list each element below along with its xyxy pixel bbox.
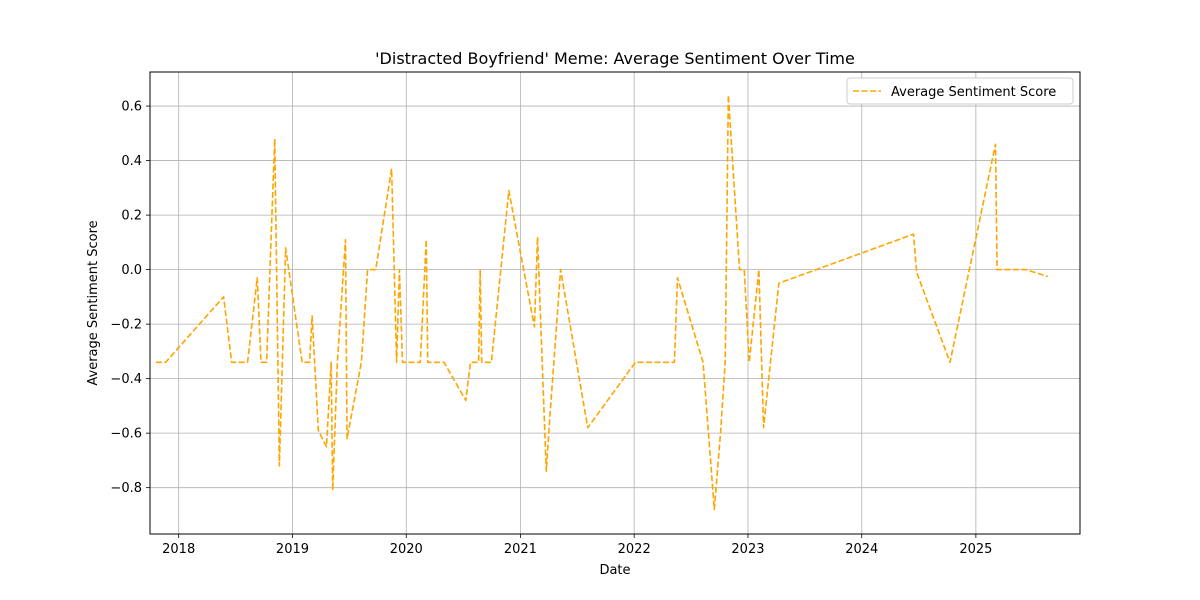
x-tick-label: 2022	[618, 542, 651, 557]
plot-frame	[149, 71, 1081, 535]
x-tick-label: 2018	[162, 542, 195, 557]
y-tick-label: 0.4	[121, 154, 142, 169]
legend-box	[846, 77, 1074, 105]
series-line	[155, 94, 1049, 511]
x-tick-label: 2020	[390, 542, 423, 557]
y-tick-label: −0.4	[110, 372, 142, 387]
grid-layer	[150, 72, 1080, 534]
x-axis-label: Date	[599, 563, 630, 578]
x-tick-label: 2024	[845, 542, 878, 557]
y-axis-label: Average Sentiment Score	[86, 220, 101, 385]
series-layer	[155, 94, 1049, 511]
y-tick-label: 0.2	[121, 209, 142, 224]
x-tick-label: 2025	[959, 542, 992, 557]
x-tick-label: 2019	[276, 542, 309, 557]
chart-title: 'Distracted Boyfriend' Meme: Average Sen…	[375, 49, 855, 68]
y-tick-label: 0.6	[121, 100, 142, 115]
tick-layer: 2018 2019 2020 2021 2022 2023 2024 2025 −0.8 −0.6…	[110, 100, 992, 557]
y-tick-label: 0.0	[121, 263, 142, 278]
x-tick-label: 2021	[504, 542, 537, 557]
plot-background	[150, 72, 1080, 534]
y-tick-label: −0.8	[110, 481, 142, 496]
y-tick-label: −0.6	[110, 427, 142, 442]
y-tick-label: −0.2	[110, 318, 142, 333]
x-tick-label: 2023	[731, 542, 764, 557]
legend-entry-label: Average Sentiment Score	[891, 85, 1056, 100]
legend: Average Sentiment Score	[846, 77, 1074, 105]
